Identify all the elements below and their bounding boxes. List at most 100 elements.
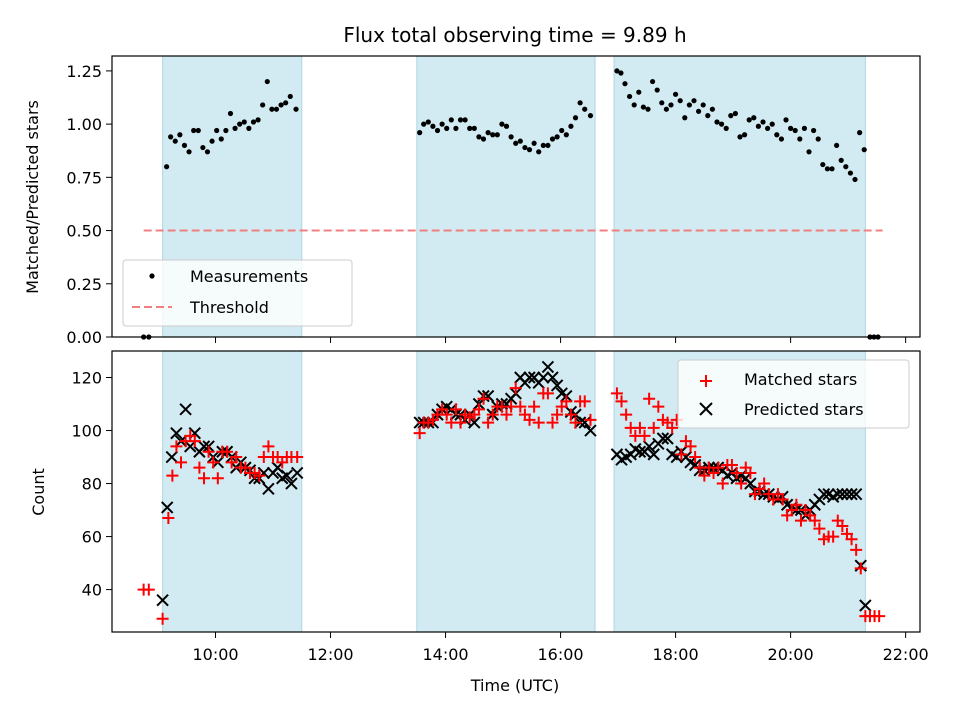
top-shaded-interval-2 [416, 55, 596, 338]
measurement-point [209, 138, 215, 144]
measurement-point [700, 102, 706, 108]
measurement-point [531, 140, 537, 146]
matched-star-marker [230, 451, 243, 464]
measurement-point [618, 70, 624, 76]
x-tick-label: 22:00 [883, 645, 929, 664]
measurement-point [421, 121, 427, 127]
predicted-star-marker [584, 424, 597, 437]
matched-star-marker [845, 533, 858, 546]
predicted-star-marker [280, 469, 294, 482]
measurement-point [237, 121, 243, 127]
matched-star-marker [730, 466, 743, 479]
measurement-point [227, 110, 234, 117]
matched-star-marker [170, 440, 183, 453]
measurement-point [177, 132, 183, 138]
matched-star-marker [514, 400, 527, 413]
measurement-point [563, 132, 569, 138]
bottom-axes-frame [111, 350, 921, 633]
top-shaded-interval-3 [613, 55, 866, 338]
predicted-star-marker [578, 416, 591, 429]
measurement-point [815, 136, 821, 142]
measurement-point [765, 125, 771, 131]
matched-star-marker [689, 451, 702, 464]
measurement-point [645, 106, 651, 112]
measurement-point [663, 106, 669, 112]
matched-star-marker [647, 421, 660, 434]
measurement-point [774, 132, 780, 138]
matched-star-marker [551, 408, 564, 421]
x-tick-label: 12:00 [307, 645, 353, 664]
matched-star-marker [698, 469, 711, 482]
bottom-y-ticks: 40 60 80 100 120 [71, 369, 112, 600]
bot-y-tick-label: 40 [82, 581, 102, 600]
predicted-star-marker [661, 432, 674, 445]
matched-star-marker [546, 416, 559, 429]
matched-star-marker [666, 421, 679, 434]
legend-threshold-label: Threshold [189, 298, 269, 317]
measurement-point [659, 100, 665, 106]
predicted-star-marker [849, 487, 863, 501]
top-legend: Measurements Threshold [122, 259, 353, 327]
matched-star-marker [221, 445, 234, 458]
predicted-star-marker [633, 445, 647, 458]
matched-star-marker [638, 429, 651, 442]
predicted-star-marker [262, 482, 275, 496]
measurement-point [728, 113, 734, 119]
measurement-point [549, 136, 556, 142]
bot-y-tick-label: 120 [71, 369, 102, 388]
measurement-point [861, 147, 867, 153]
measurement-point [260, 102, 266, 108]
legend-matched-marker [700, 375, 712, 387]
predicted-star-marker [831, 487, 844, 501]
matched-star-marker [873, 610, 886, 623]
predicted-star-marker [537, 371, 550, 384]
measurement-point [760, 119, 766, 125]
legend-measurements-label: Measurements [190, 267, 308, 286]
matched-star-marker [162, 512, 175, 525]
matched-star-marker [836, 519, 849, 532]
measurement-point [829, 166, 835, 172]
predicted-star-marker [859, 599, 872, 612]
measurement-point [467, 125, 473, 131]
predicted-star-marker [550, 379, 564, 392]
measurement-point [214, 127, 220, 134]
measurement-point [168, 134, 174, 140]
measurement-point [568, 123, 574, 129]
matched-star-marker [808, 514, 821, 527]
measurement-point [824, 166, 831, 172]
top-axes-frame [111, 55, 921, 338]
matched-star-marker [477, 392, 490, 405]
measurement-point [204, 149, 211, 155]
measurement-point [614, 68, 620, 74]
x-axis-label: Time (UTC) [470, 676, 559, 695]
measurement-point [554, 134, 560, 140]
measurement-point [682, 115, 688, 121]
measurement-point [287, 93, 293, 100]
measurement-point [278, 102, 284, 108]
matched-star-marker [813, 522, 826, 535]
measurement-point [264, 78, 270, 85]
measurement-point [559, 127, 565, 134]
measurement-point [490, 132, 496, 138]
measurement-point [640, 104, 646, 110]
matched-star-marker [211, 472, 224, 485]
measurement-point [508, 134, 514, 140]
measurement-point [732, 110, 738, 117]
matched-star-marker [735, 477, 748, 490]
matched-star-marker [528, 400, 541, 413]
measurement-point [714, 119, 720, 125]
matched-star-marker [253, 469, 266, 482]
matched-star-marker [776, 493, 789, 506]
matched-star-marker [610, 387, 623, 400]
measurement-point [457, 117, 464, 123]
measurement-point [769, 121, 775, 127]
measurement-point [545, 142, 551, 149]
measurement-point [513, 140, 519, 146]
top-y-tick-label: 0.00 [66, 328, 102, 347]
measurement-point [649, 78, 656, 85]
matched-star-marker [454, 416, 467, 429]
measurement-point [778, 136, 785, 142]
bottom-x-ticks: 10:00 12:00 14:00 16:00 18:00 20:00 22:00 [192, 632, 929, 664]
top-y-ticks: 0.00 0.25 0.50 0.75 1.00 1.25 [66, 62, 112, 347]
